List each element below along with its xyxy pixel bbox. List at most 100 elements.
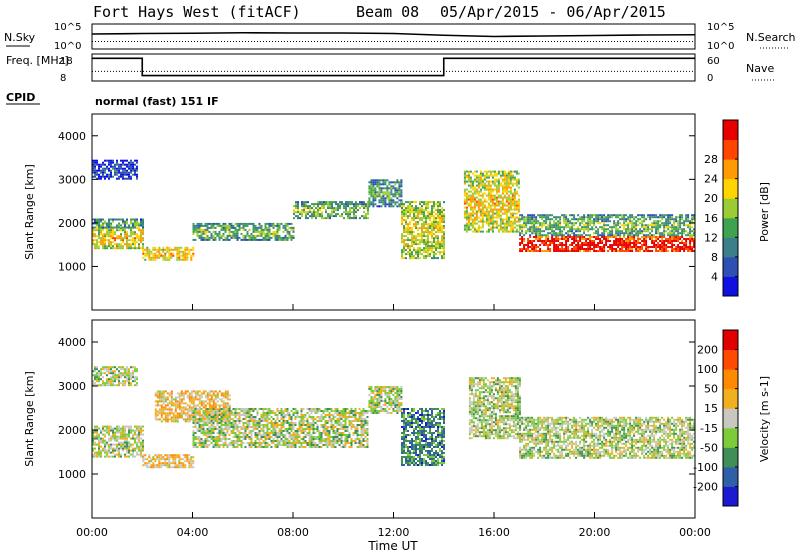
- heat-cell: [146, 248, 149, 251]
- heat-cell: [325, 217, 327, 220]
- heat-cell: [401, 257, 403, 260]
- heat-cell: [615, 238, 618, 240]
- heat-cell: [433, 219, 435, 222]
- heat-cell: [575, 248, 578, 250]
- heat-cell: [605, 220, 608, 223]
- heat-cell: [230, 224, 233, 227]
- heat-cell: [497, 214, 500, 217]
- heat-cell: [635, 228, 638, 231]
- heat-cell: [94, 437, 96, 440]
- heat-cell: [429, 211, 431, 214]
- heat-cell: [228, 226, 231, 229]
- heat-cell: [431, 241, 433, 244]
- heat-cell: [382, 183, 385, 186]
- heat-cell: [160, 252, 163, 255]
- heat-cell: [551, 214, 554, 217]
- heat-cell: [575, 240, 578, 242]
- heat-cell: [573, 240, 576, 242]
- heat-cell: [284, 222, 287, 225]
- heat-cell: [607, 238, 610, 240]
- heat-cell: [567, 246, 570, 248]
- heat-cell: [272, 222, 275, 225]
- heat-cell: [220, 234, 223, 237]
- heat-cell: [433, 211, 435, 214]
- heat-cell: [394, 203, 397, 206]
- heat-cell: [635, 234, 638, 237]
- heat-cell: [112, 167, 114, 170]
- heat-cell: [439, 231, 441, 234]
- heat-cell: [266, 234, 269, 237]
- heat-cell: [194, 416, 197, 418]
- heat-cell: [144, 458, 147, 461]
- heat-cell: [627, 228, 630, 231]
- heat-cell: [557, 222, 560, 225]
- heat-cell: [136, 233, 138, 236]
- heat-cell: [178, 246, 181, 249]
- heat-cell: [156, 248, 159, 251]
- heat-cell: [667, 216, 670, 219]
- heat-cell: [521, 218, 524, 221]
- heat-cell: [567, 224, 570, 227]
- heat-cell: [591, 228, 594, 231]
- heat-cell: [224, 432, 227, 434]
- heat-cell: [585, 248, 588, 250]
- heat-cell: [679, 248, 682, 250]
- heat-cell: [270, 222, 273, 225]
- heat-cell: [204, 432, 207, 434]
- heat-cell: [220, 422, 223, 424]
- heat-cell: [415, 241, 417, 244]
- heat-cell: [92, 226, 94, 229]
- heat-cell: [589, 242, 592, 244]
- heat-cell: [335, 209, 337, 212]
- heat-cell: [246, 234, 249, 237]
- heat-cell: [208, 436, 211, 438]
- heat-cell: [378, 193, 381, 196]
- heat-cell: [368, 189, 371, 192]
- heat-cell: [128, 435, 130, 438]
- heat-cell: [150, 466, 153, 469]
- heat-cell: [292, 234, 295, 237]
- heat-cell: [549, 224, 552, 227]
- heat-cell: [403, 203, 405, 206]
- heat-cell: [401, 233, 403, 236]
- heat-cell: [563, 236, 566, 238]
- heat-cell: [242, 226, 245, 229]
- heat-cell: [158, 256, 161, 259]
- heat-cell: [427, 241, 429, 244]
- heat-cell: [214, 440, 217, 442]
- heat-cell: [659, 236, 662, 238]
- heat-cell: [226, 226, 229, 229]
- heat-cell: [98, 449, 100, 452]
- heat-cell: [493, 220, 496, 223]
- heat-cell: [194, 432, 197, 434]
- heat-cell: [166, 464, 169, 467]
- heat-cell: [138, 237, 140, 240]
- heat-cell: [663, 236, 666, 238]
- heat-cell: [128, 247, 130, 250]
- heat-cell: [349, 207, 351, 210]
- heat-cell: [571, 248, 574, 250]
- heat-cell: [98, 451, 100, 454]
- heat-cell: [220, 408, 223, 410]
- heat-cell: [94, 451, 96, 454]
- heat-cell: [337, 209, 339, 212]
- heat-cell: [641, 240, 644, 242]
- heat-cell: [479, 184, 482, 187]
- heat-cell: [603, 228, 606, 231]
- heat-cell: [537, 228, 540, 231]
- heat-cell: [615, 230, 618, 233]
- heat-cell: [535, 250, 538, 252]
- heat-cell: [164, 406, 167, 409]
- heat-cell: [415, 217, 417, 220]
- heat-cell: [96, 239, 98, 242]
- heat-cell: [615, 214, 618, 217]
- heat-cell: [216, 416, 219, 419]
- heat-cell: [617, 246, 620, 248]
- heat-cell: [509, 222, 512, 225]
- heat-cell: [561, 250, 564, 252]
- heat-cell: [693, 238, 696, 240]
- heat-cell: [130, 177, 132, 180]
- heat-cell: [98, 177, 100, 180]
- heat-cell: [98, 455, 100, 458]
- heat-cell: [132, 443, 134, 446]
